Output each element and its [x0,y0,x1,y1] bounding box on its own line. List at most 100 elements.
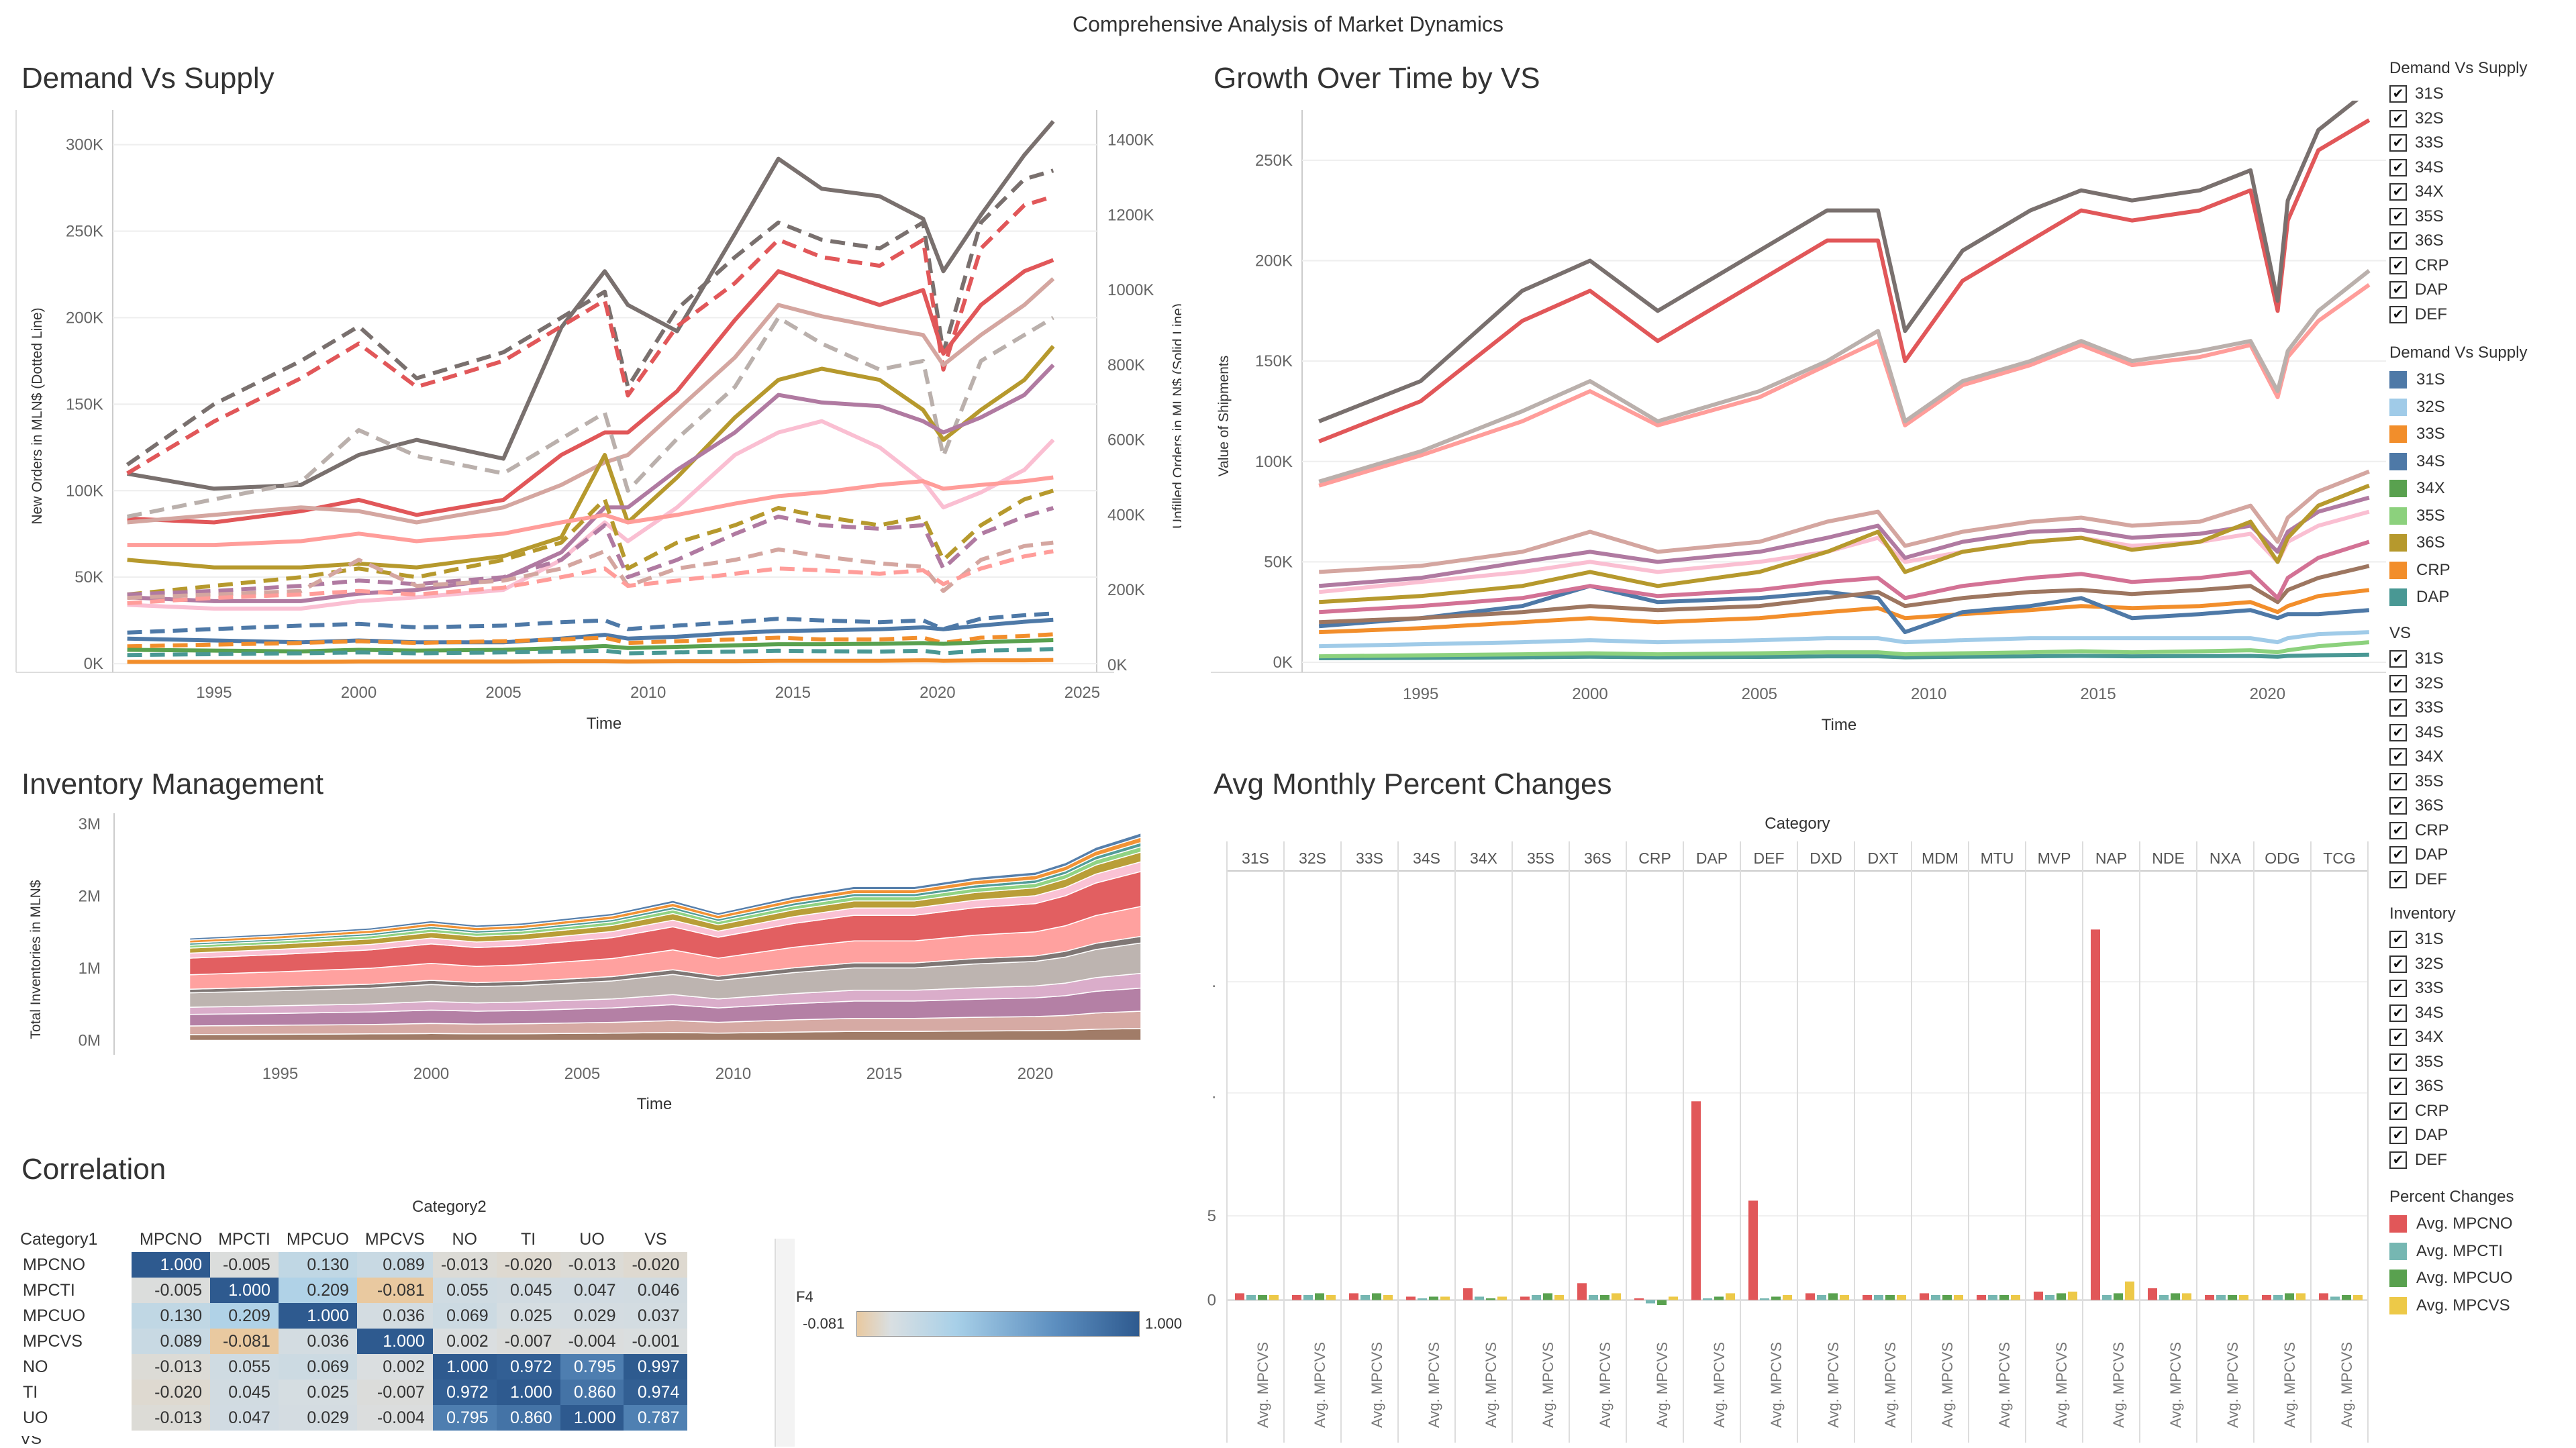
checkbox-icon[interactable]: ✔ [2389,305,2407,323]
checkbox-icon[interactable]: ✔ [2389,772,2407,790]
corr-cell[interactable]: -0.007 [496,1329,560,1354]
avg-monthly-chart[interactable]: Category 31S 32S 33S 34S 34X 35S 36S CRP DAP DEF D… [1195,812,2389,1448]
corr-cell[interactable]: 0.029 [278,1405,357,1431]
corr-cell[interactable]: -0.020 [132,1380,211,1405]
filter-inventory-item[interactable]: ✔ 34X [2389,1025,2456,1050]
corr-cell[interactable]: 0.025 [496,1303,560,1329]
corr-cell[interactable]: 0.795 [432,1405,497,1431]
corr-cell[interactable]: 0.046 [624,1278,688,1303]
corr-cell[interactable]: -0.013 [132,1354,211,1380]
corr-cell[interactable]: 0.036 [278,1329,357,1354]
corr-cell[interactable]: 1.000 [560,1405,624,1431]
corr-cell[interactable]: -0.005 [132,1278,211,1303]
filter-inventory-item[interactable]: ✔ CRP [2389,1099,2456,1124]
checkbox-icon[interactable]: ✔ [2389,109,2407,127]
corr-cell[interactable]: -0.005 [210,1252,279,1278]
checkbox-icon[interactable]: ✔ [2389,980,2407,998]
filter-vs-item[interactable]: ✔ 31S [2389,647,2449,672]
corr-cell[interactable]: 1.000 [432,1354,497,1380]
filter-demand-supply-item[interactable]: ✔ 32S [2389,107,2527,132]
checkbox-icon[interactable]: ✔ [2389,256,2407,274]
filter-vs-item[interactable]: ✔ 32S [2389,672,2449,696]
filter-vs-item[interactable]: ✔ 36S [2389,794,2449,819]
corr-cell[interactable]: 0.069 [278,1354,357,1380]
filter-inventory[interactable]: Inventory ✔ 31S ✔ 32S ✔ 33S ✔ 34S ✔ 34X ✔ 35S ✔ 36S ✔ C… [2389,904,2456,1172]
corr-cell[interactable]: 0.787 [624,1405,688,1431]
corr-cell[interactable]: 0.047 [210,1405,279,1431]
corr-cell[interactable]: 0.089 [356,1252,433,1278]
checkbox-icon[interactable]: ✔ [2389,955,2407,973]
corr-cell[interactable]: 0.045 [210,1380,279,1405]
filter-vs-item[interactable]: ✔ CRP [2389,819,2449,843]
filter-demand-supply-item[interactable]: ✔ DAP [2389,278,2527,303]
checkbox-icon[interactable]: ✔ [2389,1127,2407,1145]
corr-cell[interactable]: -0.013 [560,1252,624,1278]
filter-inventory-item[interactable]: ✔ 36S [2389,1074,2456,1099]
corr-cell[interactable]: 0.029 [560,1303,624,1329]
checkbox-icon[interactable]: ✔ [2389,1151,2407,1169]
filter-inventory-item[interactable]: ✔ 32S [2389,952,2456,977]
corr-cell[interactable]: -0.004 [356,1405,433,1431]
checkbox-icon[interactable]: ✔ [2389,1078,2407,1096]
corr-cell[interactable]: 0.860 [560,1380,624,1405]
checkbox-icon[interactable]: ✔ [2389,846,2407,864]
growth-chart[interactable]: 0K 50K 100K 150K 200K 250K 1995 2000 2005 2010 20… [1195,101,2389,745]
checkbox-icon[interactable]: ✔ [2389,748,2407,766]
checkbox-icon[interactable]: ✔ [2389,134,2407,152]
filter-vs-item[interactable]: ✔ 34S [2389,721,2449,745]
filter-vs-item[interactable]: ✔ 34X [2389,745,2449,770]
filter-demand-supply-item[interactable]: ✔ 34S [2389,156,2527,180]
checkbox-icon[interactable]: ✔ [2389,797,2407,815]
corr-cell[interactable]: 0.069 [432,1303,497,1329]
checkbox-icon[interactable]: ✔ [2389,650,2407,668]
corr-scrollbar[interactable] [775,1239,795,1447]
corr-cell[interactable]: -0.013 [132,1405,211,1431]
corr-cell[interactable]: 0.972 [496,1354,560,1380]
filter-demand-supply-item[interactable]: ✔ CRP [2389,254,2527,278]
corr-cell[interactable]: 1.000 [356,1329,433,1354]
corr-cell[interactable]: 0.130 [132,1303,211,1329]
checkbox-icon[interactable]: ✔ [2389,1029,2407,1047]
checkbox-icon[interactable]: ✔ [2389,931,2407,949]
filter-vs[interactable]: VS ✔ 31S ✔ 32S ✔ 33S ✔ 34S ✔ 34X ✔ 35S ✔ 36S ✔ CRP ✔ DAP ✔… [2389,624,2449,892]
checkbox-icon[interactable]: ✔ [2389,674,2407,692]
corr-cell[interactable]: -0.081 [210,1329,279,1354]
corr-cell[interactable]: 0.795 [560,1354,624,1380]
checkbox-icon[interactable]: ✔ [2389,232,2407,250]
filter-demand-supply-item[interactable]: ✔ 33S [2389,131,2527,156]
corr-cell[interactable]: 1.000 [278,1303,357,1329]
filter-demand-supply-item[interactable]: ✔ 31S [2389,82,2527,107]
corr-cell[interactable]: 0.209 [278,1278,357,1303]
corr-cell[interactable]: 0.130 [278,1252,357,1278]
corr-cell[interactable]: 1.000 [132,1252,211,1278]
checkbox-icon[interactable]: ✔ [2389,1102,2407,1120]
inventory-chart[interactable]: 0M 1M 2M 3M 1995 2000 2005 2010 2015 2020 Time T… [0,812,1201,1121]
corr-cell[interactable]: 0.025 [278,1380,357,1405]
filter-vs-item[interactable]: ✔ DAP [2389,843,2449,868]
corr-cell[interactable]: 0.209 [210,1303,279,1329]
checkbox-icon[interactable]: ✔ [2389,723,2407,741]
filter-inventory-item[interactable]: ✔ 35S [2389,1050,2456,1075]
corr-cell[interactable]: -0.020 [496,1252,560,1278]
filter-vs-item[interactable]: ✔ 35S [2389,770,2449,794]
checkbox-icon[interactable]: ✔ [2389,821,2407,839]
filter-inventory-item[interactable]: ✔ 31S [2389,927,2456,952]
corr-cell[interactable]: 0.036 [356,1303,433,1329]
filter-demand-supply-item[interactable]: ✔ 36S [2389,229,2527,254]
corr-cell[interactable]: 0.860 [496,1405,560,1431]
filter-inventory-item[interactable]: ✔ 34S [2389,1001,2456,1026]
checkbox-icon[interactable]: ✔ [2389,699,2407,717]
corr-cell[interactable]: -0.004 [560,1329,624,1354]
corr-cell[interactable]: 0.089 [132,1329,211,1354]
filter-demand-supply-item[interactable]: ✔ 35S [2389,205,2527,229]
checkbox-icon[interactable]: ✔ [2389,207,2407,225]
corr-cell[interactable]: 0.997 [624,1354,688,1380]
corr-cell[interactable]: 1.000 [210,1278,279,1303]
filter-inventory-item[interactable]: ✔ 33S [2389,976,2456,1001]
corr-cell[interactable]: 0.055 [210,1354,279,1380]
filter-vs-item[interactable]: ✔ DEF [2389,868,2449,892]
filter-inventory-item[interactable]: ✔ DAP [2389,1123,2456,1148]
checkbox-icon[interactable]: ✔ [2389,281,2407,299]
checkbox-icon[interactable]: ✔ [2389,1053,2407,1071]
filter-vs-item[interactable]: ✔ 33S [2389,696,2449,721]
